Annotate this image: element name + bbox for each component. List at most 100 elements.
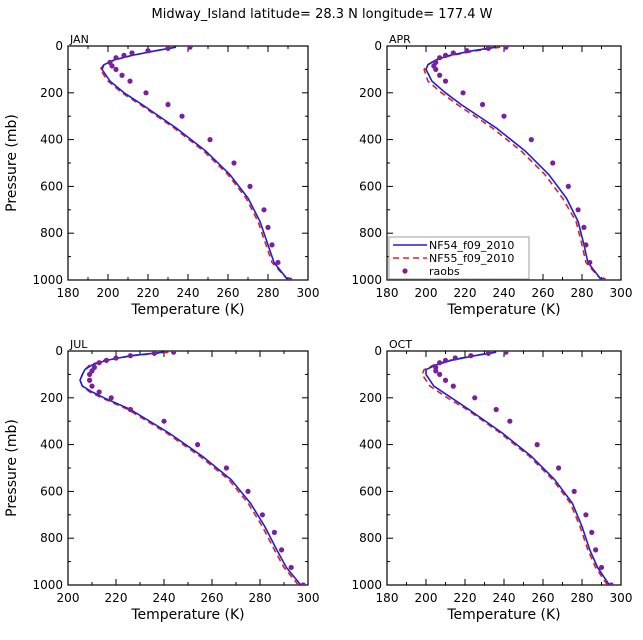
x-tick-label: 300 [297,286,320,300]
series-group [421,351,614,585]
x-tick-label: 180 [376,591,399,605]
raobs-point [556,465,562,471]
panel-label: APR [389,33,411,46]
raobs-point [279,547,285,553]
raobs-point [507,418,513,424]
raobs-point [300,582,306,585]
raobs-point [195,442,201,448]
raobs-point [501,113,507,119]
legend-entry-label: raobs [429,265,460,278]
y-tick-label: 200 [359,86,382,100]
y-axis-label: Pressure (mb) [4,419,20,517]
series-nf55-f09-2010 [79,351,300,585]
raobs-point [550,160,556,166]
raobs-point [121,52,127,58]
raobs-point [87,377,93,383]
y-tick-label: 200 [359,391,382,405]
y-tick-label: 400 [40,438,63,452]
raobs-point [113,355,119,361]
y-tick-label: 600 [40,484,63,498]
raobs-point [96,389,102,395]
raobs-point [464,48,470,54]
x-tick-label: 300 [610,286,633,300]
raobs-point [442,357,449,363]
raobs-point [247,183,253,189]
raobs-point [96,360,102,366]
raobs-point [450,383,456,389]
raobs-point [145,48,151,54]
series-nf55-f09-2010 [421,351,609,585]
x-tick-label: 280 [249,591,272,605]
series-group [99,46,293,280]
raobs-point [245,488,251,494]
raobs-point [528,137,534,143]
x-tick-label: 260 [532,591,555,605]
raobs-point [600,277,607,280]
raobs-point [127,78,133,84]
raobs-point [534,442,540,448]
raobs-point [103,357,109,363]
raobs-point [598,564,605,571]
legend-entry-label: NF54_f09_2010 [429,239,514,252]
raobs-point [143,90,149,96]
series-group [423,46,607,280]
y-tick-label: 400 [359,438,382,452]
y-tick-label: 800 [40,226,63,240]
panel-label: JUL [69,338,88,351]
raobs-point [287,277,293,280]
x-axis-label: Temperature (K) [130,607,244,623]
y-tick-label: 1000 [32,273,63,287]
x-tick-label: 180 [376,286,399,300]
series-raobs [431,46,607,280]
series-group [79,351,306,585]
legend-swatch-raobs [402,268,408,274]
raobs-point [608,582,614,585]
y-tick-label: 200 [40,391,63,405]
legend-entry-label: NF55_f09_2010 [429,252,514,265]
x-axis-label: Temperature (K) [446,607,560,623]
raobs-point [113,55,119,61]
raobs-point [437,360,443,366]
y-tick-label: 0 [55,344,63,358]
raobs-point [593,547,599,553]
y-tick-label: 1000 [32,578,63,592]
x-tick-label: 200 [57,591,80,605]
y-tick-label: 1000 [351,578,382,592]
x-tick-label: 260 [532,286,555,300]
raobs-point [231,160,237,166]
raobs-point [119,72,125,78]
raobs-point [589,529,595,535]
raobs-point [452,355,458,361]
x-tick-label: 180 [57,286,80,300]
x-tick-label: 220 [105,591,128,605]
raobs-point [275,259,281,266]
plot-frame [386,350,622,586]
raobs-point [442,78,449,84]
raobs-point [269,242,275,248]
raobs-point [207,137,213,143]
raobs-point [503,351,509,355]
raobs-point [127,353,133,359]
x-axis-label: Temperature (K) [446,302,560,318]
raobs-point [581,224,587,230]
raobs-point [433,59,439,65]
x-axis-label: Temperature (K) [130,302,244,318]
y-tick-label: 800 [359,226,382,240]
x-tick-label: 240 [493,591,516,605]
y-tick-label: 600 [40,179,63,193]
y-tick-label: 800 [40,531,63,545]
raobs-point [187,46,193,50]
raobs-point [472,395,478,401]
raobs-point [271,529,277,535]
raobs-point [261,207,267,213]
raobs-point [583,242,589,248]
x-tick-label: 200 [415,591,438,605]
raobs-point [442,52,449,58]
raobs-point [479,101,486,108]
raobs-point [460,90,466,96]
raobs-point [108,395,114,401]
panel-jul: JUL 200 220 240 260 280 300 0 200 400 600 800 1000 Te… [4,338,319,623]
raobs-point [485,46,491,51]
y-tick-label: 200 [40,86,63,100]
raobs-point [450,50,456,56]
